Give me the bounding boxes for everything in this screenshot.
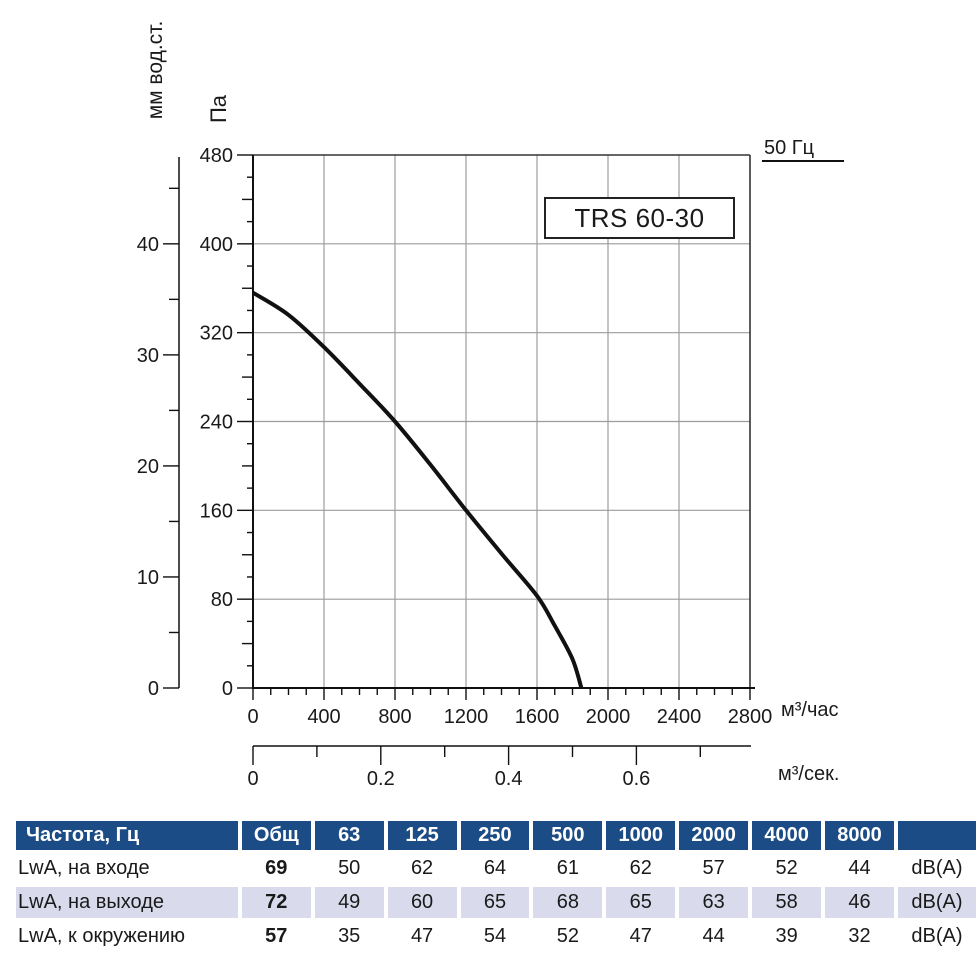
header-cell-500: 500 (533, 821, 603, 850)
mm-tick-label: 0 (148, 678, 159, 700)
band-value: 50 (338, 857, 361, 879)
band-value: 62 (410, 857, 434, 879)
flow-tick-label: 400 (307, 706, 340, 728)
frequency-underline (762, 160, 844, 162)
pa-tick-label: 480 (200, 145, 233, 167)
band-value: 60 (387, 887, 457, 918)
total-value: 57 (265, 925, 288, 947)
band-value: 63 (679, 887, 749, 918)
pa-tick-label: 0 (222, 678, 233, 700)
flow-tick-label: 2800 (728, 706, 773, 728)
pa-tick-label: 240 (200, 412, 233, 434)
table-row: LwA, на входе 69 50 62 64 61 62 57 52 44 dB(A) (16, 853, 976, 884)
band-value: 64 (483, 857, 507, 879)
flow-tick-label: 0 (247, 706, 258, 728)
band-value: 35 (338, 925, 361, 947)
sound-power-table-body: LwA, на входе 69 50 62 64 61 62 57 52 44 dB(A) LwA,… (16, 853, 976, 952)
flow-tick-label: 1200 (444, 706, 489, 728)
sec-tick-label: 0.6 (622, 768, 650, 790)
band-value: 49 (314, 887, 384, 918)
table-row: LwA, к окружению 57 35 47 54 52 47 44 39 32 dB(A) (16, 921, 976, 952)
sec-tick-label: 0 (247, 768, 258, 790)
header-cell-Общ: Общ (241, 821, 311, 850)
header-cell-125: 125 (387, 821, 457, 850)
pa-tick-label: 80 (211, 589, 233, 611)
header-cell-4000: 4000 (752, 821, 822, 850)
header-cell-250: 250 (460, 821, 530, 850)
band-value: 61 (556, 857, 579, 879)
header-cell-frequency: Частота, Гц (16, 821, 238, 850)
band-value: 65 (460, 887, 530, 918)
band-value: 32 (848, 925, 871, 947)
band-value: 68 (533, 887, 603, 918)
mm-tick-label: 10 (137, 567, 159, 589)
y2-axis-unit: мм вод.ст. (144, 20, 167, 120)
unit-value: dB(A) (911, 857, 963, 879)
row-label: LwA, на выходе (16, 887, 238, 918)
band-value: 39 (775, 925, 798, 947)
band-value: 52 (556, 925, 579, 947)
band-value: 58 (752, 887, 822, 918)
header-cell-unit (897, 821, 976, 850)
sound-power-table: Частота, Гц Общ 63 125 250 500 1000 2000 4000 800… (12, 818, 980, 955)
band-value: 46 (825, 887, 894, 918)
total-value: 72 (241, 887, 311, 918)
pa-tick-label: 320 (200, 323, 233, 345)
header-cell-2000: 2000 (679, 821, 749, 850)
pa-tick-label: 160 (200, 500, 233, 522)
band-value: 47 (410, 925, 434, 947)
row-label: LwA, на входе (18, 857, 150, 879)
x1-axis-unit: м³/час (781, 699, 839, 721)
band-value: 65 (606, 887, 676, 918)
mm-tick-label: 40 (137, 234, 159, 256)
fan-performance-chart: 0 80 160 240 320 400 480 0 10 20 30 40 0 400 800 1200 16… (137, 20, 844, 790)
unit-value: dB(A) (897, 887, 976, 918)
flow-tick-label: 1600 (515, 706, 560, 728)
model-label: TRS 60-30 (574, 202, 705, 233)
sound-power-table-header-row: Частота, Гц Общ 63 125 250 500 1000 2000 4000 800… (16, 821, 976, 850)
header-cell-8000: 8000 (825, 821, 894, 850)
y1-axis-unit: Па (206, 94, 231, 124)
mm-tick-label: 30 (137, 345, 159, 367)
band-value: 57 (702, 857, 725, 879)
pa-tick-label: 400 (200, 234, 233, 256)
unit-value: dB(A) (911, 925, 963, 947)
fan-curve-path (251, 290, 584, 689)
sec-tick-label: 0.4 (495, 768, 523, 790)
table-row: LwA, на выходе 72 49 60 65 68 65 63 58 46 dB(A) (16, 887, 976, 918)
x2-axis-unit: м³/сек. (778, 763, 840, 785)
band-value: 62 (629, 857, 652, 879)
band-value: 52 (775, 857, 798, 879)
row-label: LwA, к окружению (18, 925, 186, 947)
flow-tick-label: 2000 (586, 706, 631, 728)
mm-tick-label: 20 (137, 456, 159, 478)
band-value: 44 (702, 925, 725, 947)
band-value: 47 (629, 925, 652, 947)
sec-tick-label: 0.2 (367, 768, 395, 790)
frequency-label: 50 Гц (764, 137, 815, 159)
flow-tick-label: 2400 (657, 706, 702, 728)
header-cell-1000: 1000 (606, 821, 676, 850)
flow-tick-label: 800 (378, 706, 411, 728)
total-value: 69 (265, 857, 288, 879)
header-cell-63: 63 (314, 821, 384, 850)
band-value: 54 (483, 925, 507, 947)
band-value: 44 (848, 857, 871, 879)
model-label-box: TRS 60-30 (544, 197, 735, 239)
